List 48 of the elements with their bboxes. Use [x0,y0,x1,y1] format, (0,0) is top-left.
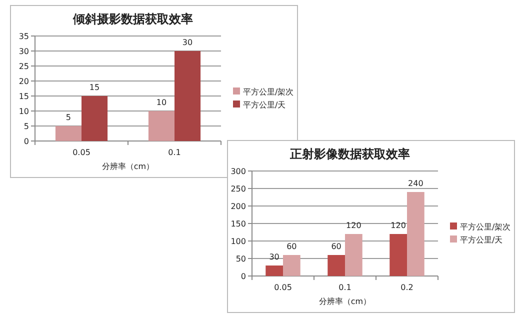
y-tick-label: 35 [18,32,29,41]
y-tick-label: 30 [18,47,29,56]
chart-title: 倾斜摄影数据获取效率 [72,12,193,26]
legend-label: 平方公里/架次 [460,222,511,232]
y-tick-label: 10 [18,107,29,116]
bar [283,255,300,276]
y-tick-label: 250 [230,184,246,194]
x-tick-label: 0.2 [400,283,414,292]
bar [390,234,407,276]
legend-label: 平方公里/架次 [243,88,294,96]
bar [82,96,108,141]
bar [407,192,424,276]
data-label: 15 [89,83,100,92]
data-label: 60 [331,242,342,251]
data-label: 120 [390,221,406,230]
y-tick-label: 0 [24,137,29,146]
y-tick-label: 150 [230,220,246,228]
y-tick-label: 0 [240,272,246,281]
data-label: 5 [66,113,72,122]
bar [55,126,82,141]
y-tick-label: 300 [230,167,246,176]
data-label: 120 [346,221,362,230]
y-tick-label: 15 [18,92,29,101]
x-tick-label: 0.05 [274,283,292,292]
data-label: 30 [269,252,280,262]
x-tick-label: 0.05 [72,148,90,157]
y-tick-label: 50 [236,254,246,264]
bar [148,111,174,141]
y-tick-label: 20 [18,77,29,86]
y-tick-label: 200 [230,202,246,211]
x-axis-title: 分辨率（cm） [102,162,154,171]
x-tick-label: 0.1 [338,283,352,292]
bar [345,234,362,276]
y-tick-label: 100 [230,237,246,246]
x-axis-title: 分辨率（cm） [318,297,372,306]
data-label: 30 [182,38,193,47]
data-label: 60 [286,242,297,251]
data-label: 240 [408,179,424,188]
legend-label: 平方公里/天 [243,100,286,110]
chart-title: 正射影像数据获取效率 [289,147,410,161]
x-tick-label: 0.1 [168,148,181,157]
y-tick-label: 5 [24,122,29,131]
data-label: 10 [156,98,167,107]
bar [174,51,201,141]
bar [328,255,345,276]
y-tick-label: 25 [18,62,29,71]
bar [266,266,283,276]
legend-label: 平方公里/天 [460,236,503,244]
